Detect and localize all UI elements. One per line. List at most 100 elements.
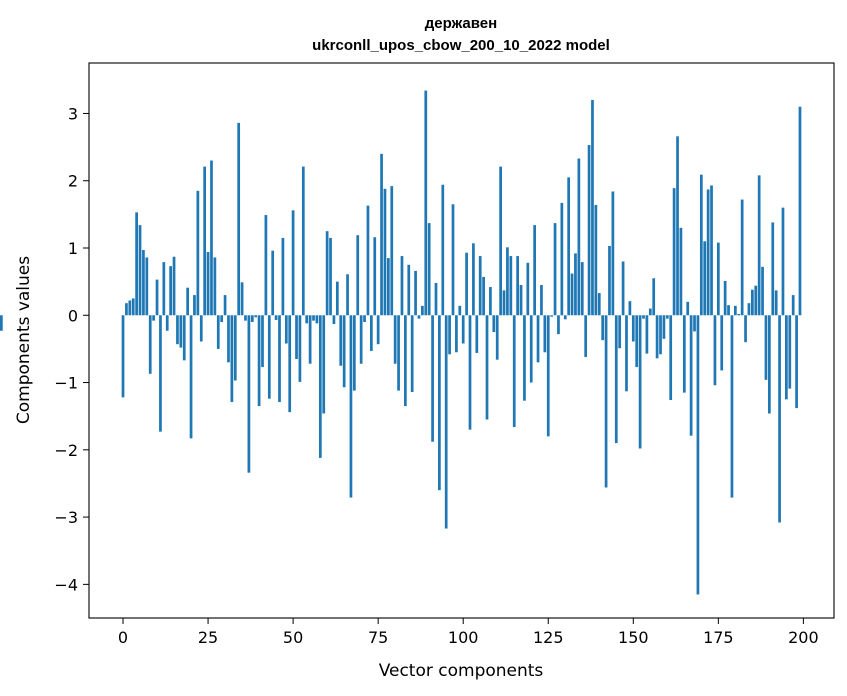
bar (230, 315, 234, 403)
bar (757, 175, 761, 316)
y-tick-label: 1 (68, 239, 78, 258)
y-tick-label: −1 (54, 374, 78, 393)
y-tick-label: −4 (54, 575, 78, 594)
bar (628, 301, 632, 316)
bar (655, 315, 659, 359)
bar (220, 315, 224, 322)
x-tick-label: 75 (368, 628, 388, 647)
x-tick-label: 100 (448, 628, 479, 647)
bar (342, 315, 346, 388)
bar (448, 315, 451, 355)
bar (390, 186, 394, 316)
bar (533, 225, 536, 316)
bar (553, 223, 557, 316)
bar (468, 315, 472, 430)
x-tick-label: 0 (118, 628, 128, 647)
bar (713, 315, 717, 386)
bar (305, 315, 309, 324)
bar (332, 315, 336, 325)
y-axis-label: Components values (14, 256, 34, 424)
bar (577, 158, 581, 316)
bar (761, 266, 764, 316)
bar (665, 315, 669, 319)
bar (774, 290, 778, 316)
bar (642, 315, 645, 319)
bar (182, 315, 186, 361)
bar (499, 166, 502, 316)
bar (176, 315, 179, 345)
bar (356, 235, 360, 316)
bar (608, 245, 611, 316)
bar (206, 252, 210, 316)
bar-series (0, 90, 802, 595)
bar (397, 315, 400, 391)
bar (662, 315, 666, 339)
plot-frame (88, 62, 835, 619)
bar (638, 315, 642, 449)
bar (540, 285, 543, 316)
bar (179, 315, 183, 348)
bar (699, 174, 703, 316)
bar (482, 276, 485, 316)
bar (322, 315, 326, 414)
bar (414, 270, 417, 316)
bar (237, 122, 241, 316)
bar (210, 160, 213, 316)
bar (594, 204, 598, 316)
bar (560, 202, 564, 316)
chart-title: державен (425, 15, 497, 32)
y-tick-label: −3 (54, 508, 78, 527)
bar (339, 315, 343, 366)
bar (298, 315, 302, 382)
bar (247, 315, 251, 473)
bar (574, 253, 577, 316)
bar (152, 315, 155, 321)
bar (318, 315, 322, 458)
bar (400, 256, 404, 316)
bar (696, 315, 700, 595)
bar (434, 282, 438, 316)
bar (472, 243, 475, 316)
bar (591, 100, 594, 316)
bar (233, 315, 237, 381)
x-tick-label: 125 (533, 628, 564, 647)
bar (223, 295, 227, 316)
bar (727, 305, 730, 316)
bar (359, 315, 363, 364)
bar (380, 153, 383, 316)
bar (604, 315, 608, 488)
bar (458, 305, 462, 316)
bar (723, 280, 727, 316)
bar (312, 315, 315, 321)
bar (543, 315, 547, 353)
bar (679, 227, 683, 316)
bar (165, 315, 169, 331)
bar (693, 315, 696, 332)
bar (145, 257, 149, 316)
bar (740, 199, 744, 316)
bar (536, 315, 540, 363)
bar (764, 315, 768, 380)
bar (159, 315, 162, 432)
bar (546, 315, 550, 437)
bar (716, 242, 720, 316)
x-axis: 0 25 50 75 100 125 150 175 200 (118, 618, 819, 647)
bar (461, 315, 465, 344)
y-axis: −4 −3 −2 −1 0 1 2 3 (54, 104, 89, 594)
bar (485, 315, 489, 420)
bar (366, 205, 370, 316)
x-tick-label: 200 (788, 628, 819, 647)
bar (189, 315, 193, 439)
x-axis-label: Vector components (379, 661, 544, 681)
bar (689, 315, 693, 436)
bar (659, 315, 662, 355)
bar (733, 305, 737, 316)
bar (621, 261, 625, 316)
bar (254, 315, 258, 318)
bar (281, 237, 285, 316)
bar (519, 285, 523, 316)
bar (404, 315, 407, 407)
bar (264, 215, 268, 316)
bar (121, 315, 125, 398)
